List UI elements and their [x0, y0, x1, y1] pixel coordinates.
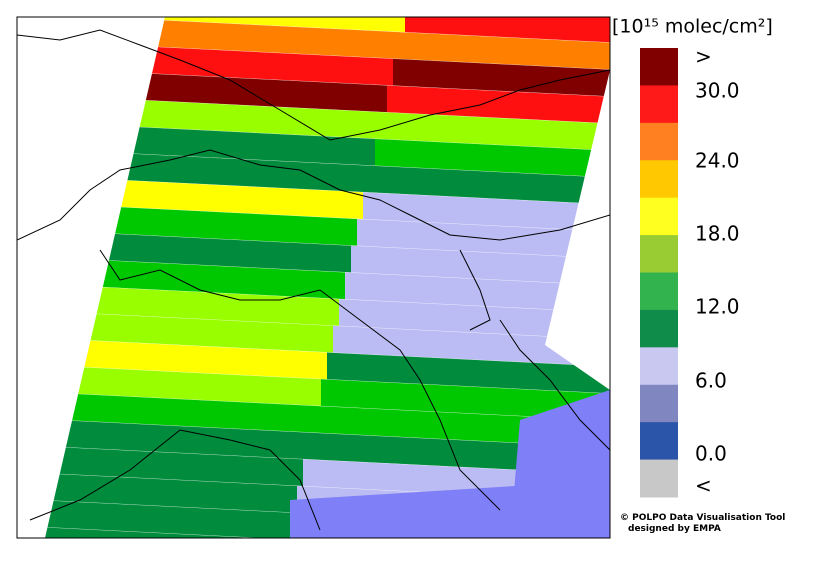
- swath-row: [45, 417, 309, 460]
- colorbar-swatch: [640, 48, 678, 86]
- colorbar-swatch: [640, 235, 678, 273]
- colorbar-swatch: [640, 197, 678, 236]
- colorbar-swatch: [640, 422, 678, 461]
- row-gap: [45, 362, 610, 399]
- swath-row: [45, 17, 405, 33]
- colorbar-swatch: [640, 160, 678, 199]
- map-frame: [16, 16, 611, 539]
- swath-row: [393, 58, 610, 101]
- swath-row: [45, 390, 315, 433]
- swath-row: [405, 17, 610, 47]
- credit-line: © POLPO Data Visualisation Tool: [620, 513, 785, 523]
- swath-row: [387, 85, 610, 128]
- swath-row: [45, 444, 303, 487]
- legend-label: 24.0: [695, 149, 740, 173]
- swath-row: [357, 218, 610, 263]
- colorbar-swatch: [640, 272, 678, 311]
- swath-row: [381, 112, 610, 155]
- swath-row: [45, 498, 291, 538]
- swath-row: [351, 245, 610, 290]
- swath-row: [369, 165, 610, 209]
- swath-row: [285, 539, 700, 566]
- colorbar-swatch: [640, 384, 678, 423]
- legend-label: >: [695, 45, 712, 69]
- colorbar-swatch: [640, 309, 678, 348]
- credit-line: designed by EMPA: [628, 524, 721, 534]
- legend-label: 12.0: [695, 295, 740, 319]
- legend-label: 18.0: [695, 222, 740, 246]
- colorbar-swatch: [640, 347, 678, 386]
- swath-row: [375, 138, 610, 182]
- swath-patch: [510, 390, 610, 538]
- borders: [17, 29, 610, 531]
- swath-row: [399, 31, 610, 74]
- row-gap: [45, 524, 610, 538]
- swath-row: [45, 525, 285, 538]
- legend-label: 6.0: [695, 369, 727, 393]
- colorbar-swatch: [640, 122, 678, 161]
- colorbar-swatch: [640, 459, 678, 498]
- swath-row: [363, 192, 610, 236]
- legend-label: 0.0: [695, 442, 727, 466]
- colorbar: [640, 48, 678, 498]
- legend-unit: [10¹⁵ molec/cm²]: [612, 16, 773, 38]
- swath-row: [345, 272, 610, 317]
- legend-label: <: [695, 474, 712, 498]
- colorbar-swatch: [640, 85, 678, 124]
- legend-label: 30.0: [695, 79, 740, 103]
- swath-row: [45, 471, 297, 513]
